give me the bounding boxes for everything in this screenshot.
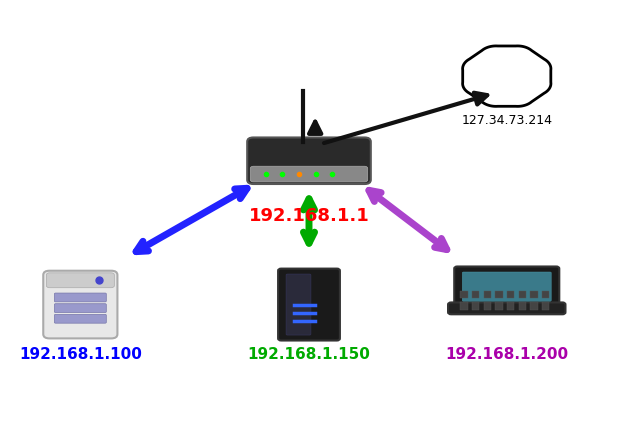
- Text: 192.168.1.1: 192.168.1.1: [248, 207, 370, 225]
- FancyBboxPatch shape: [43, 271, 117, 338]
- Bar: [460, 291, 468, 298]
- Bar: [484, 302, 491, 310]
- Bar: [495, 291, 502, 298]
- FancyBboxPatch shape: [462, 272, 551, 301]
- Polygon shape: [463, 46, 551, 106]
- Bar: [530, 291, 538, 298]
- Bar: [495, 302, 502, 310]
- FancyBboxPatch shape: [454, 266, 559, 307]
- Bar: [542, 291, 549, 298]
- Text: 127.34.73.214: 127.34.73.214: [461, 114, 552, 127]
- FancyBboxPatch shape: [46, 273, 114, 288]
- FancyBboxPatch shape: [54, 304, 106, 313]
- Bar: [484, 291, 491, 298]
- FancyBboxPatch shape: [54, 314, 106, 323]
- Bar: [507, 291, 514, 298]
- FancyBboxPatch shape: [286, 274, 311, 335]
- Bar: [472, 291, 480, 298]
- Bar: [530, 302, 538, 310]
- FancyBboxPatch shape: [247, 137, 371, 184]
- Bar: [460, 302, 468, 310]
- Bar: [472, 302, 480, 310]
- Bar: [507, 302, 514, 310]
- FancyBboxPatch shape: [54, 293, 106, 302]
- FancyBboxPatch shape: [448, 302, 565, 314]
- Text: 192.168.1.200: 192.168.1.200: [445, 347, 569, 362]
- Text: 192.168.1.100: 192.168.1.100: [19, 347, 142, 362]
- FancyBboxPatch shape: [278, 269, 340, 341]
- Bar: [519, 302, 526, 310]
- Bar: [519, 291, 526, 298]
- Text: 192.168.1.150: 192.168.1.150: [248, 347, 370, 362]
- FancyBboxPatch shape: [250, 166, 368, 182]
- Bar: [542, 302, 549, 310]
